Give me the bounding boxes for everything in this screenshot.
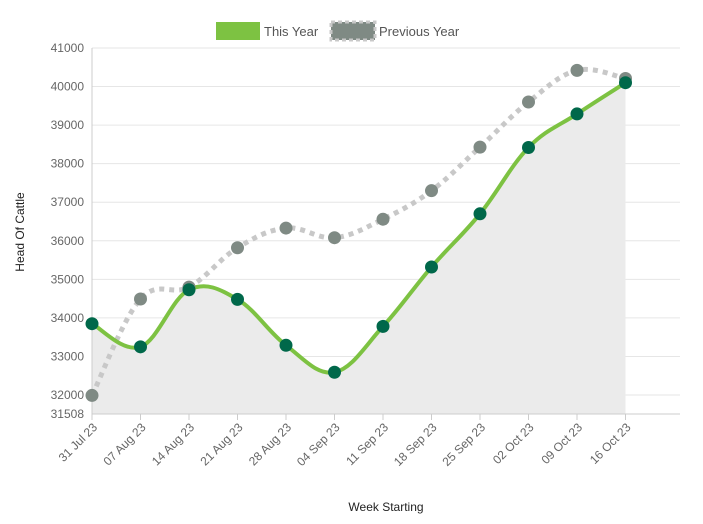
- previous-year-point[interactable]: [570, 63, 584, 77]
- this-year-point[interactable]: [182, 283, 196, 297]
- previous-year-point[interactable]: [231, 241, 244, 255]
- this-year-point[interactable]: [570, 107, 584, 121]
- x-tick-label: 09 Oct 23: [538, 420, 585, 467]
- this-year-point[interactable]: [85, 317, 99, 331]
- series-markers: [85, 63, 632, 402]
- this-year-point[interactable]: [134, 340, 147, 354]
- this-year-point[interactable]: [425, 260, 438, 274]
- previous-year-point[interactable]: [134, 292, 147, 306]
- x-tick-label: 28 Aug 23: [246, 420, 294, 468]
- area-fill-layer: [92, 82, 626, 414]
- x-tick-labels: 31 Jul 23 07 Aug 23 14 Aug 23 21 Aug 23 28 A…: [56, 420, 634, 469]
- y-tick-label: 39000: [51, 118, 85, 132]
- previous-year-line: [89, 66, 627, 397]
- this-year-point[interactable]: [376, 319, 390, 333]
- y-tick-label: 31508: [51, 407, 85, 421]
- x-tick-label: 14 Aug 23: [149, 420, 197, 468]
- x-tick-label: 18 Sep 23: [391, 420, 440, 469]
- previous-year-point[interactable]: [522, 95, 535, 109]
- previous-year-point[interactable]: [85, 388, 99, 402]
- y-tick-label: 32000: [51, 388, 85, 402]
- x-tick-label: 31 Jul 23: [56, 420, 101, 465]
- previous-year-point[interactable]: [279, 221, 293, 235]
- y-tick-labels: 31508 32000 33000 34000 35000 36000 37000 38000…: [51, 41, 85, 421]
- y-tick-label: 33000: [51, 349, 85, 363]
- y-tick-label: 41000: [51, 41, 85, 55]
- previous-year-point[interactable]: [473, 140, 487, 154]
- x-axis-title: Week Starting: [348, 500, 423, 514]
- this-year-area: [92, 82, 626, 414]
- y-tick-label: 37000: [51, 195, 85, 209]
- x-tick-label: 07 Aug 23: [100, 420, 148, 468]
- y-tick-label: 38000: [51, 157, 85, 171]
- previous-year-point[interactable]: [376, 212, 390, 226]
- this-year-point[interactable]: [328, 365, 341, 379]
- legend-label-this-year: This Year: [264, 24, 319, 39]
- this-year-point[interactable]: [619, 76, 632, 90]
- previous-year-point[interactable]: [328, 231, 341, 245]
- this-year-point[interactable]: [231, 292, 244, 306]
- x-tick-label: 16 Oct 23: [587, 420, 634, 467]
- legend-label-previous-year: Previous Year: [379, 24, 460, 39]
- y-axis-title: Head Of Cattle: [13, 192, 27, 272]
- this-year-point[interactable]: [473, 207, 487, 221]
- legend: This Year Previous Year: [216, 20, 460, 42]
- x-tick-label: 25 Sep 23: [440, 420, 489, 469]
- legend-item-this-year[interactable]: This Year: [216, 22, 319, 40]
- axes: [91, 48, 680, 420]
- x-tick-label: 11 Sep 23: [343, 420, 391, 468]
- x-tick-label: 02 Oct 23: [490, 420, 537, 467]
- x-tick-label: 04 Sep 23: [294, 420, 343, 469]
- legend-item-previous-year[interactable]: Previous Year: [329, 20, 460, 42]
- this-year-point[interactable]: [279, 338, 293, 352]
- y-tick-label: 36000: [51, 234, 85, 248]
- x-tick-label: 21 Aug 23: [197, 420, 245, 468]
- legend-swatch-previous-year: [329, 20, 377, 42]
- this-year-point[interactable]: [522, 140, 535, 154]
- y-tick-label: 34000: [51, 311, 85, 325]
- y-tick-label: 40000: [51, 80, 85, 94]
- previous-year-point[interactable]: [425, 184, 438, 198]
- legend-swatch-this-year: [216, 22, 260, 40]
- y-tick-label: 35000: [51, 272, 85, 286]
